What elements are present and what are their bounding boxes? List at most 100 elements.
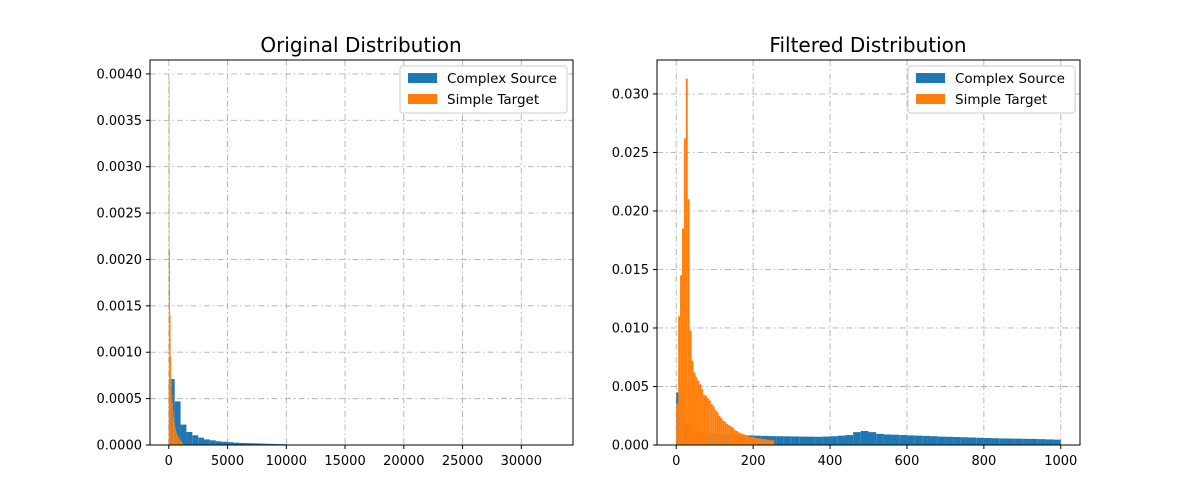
bar-simple-target [175,431,177,445]
bar-simple-target [712,406,715,445]
bar-simple-target [176,432,178,445]
y-tick-label: 0.020 [612,204,649,219]
y-tick-label: 0.010 [612,321,649,336]
bar-complex-source [174,401,181,445]
bar-complex-source [180,424,187,445]
bar-complex-source [976,437,984,445]
x-tick-label: 15000 [324,454,365,469]
bar-complex-source [239,442,246,445]
bar-simple-target [678,316,681,445]
grid-lines [150,60,573,445]
bar-simple-target [756,438,759,445]
y-tick-label: 0.0025 [97,207,143,222]
bar-complex-source [868,432,877,445]
axes-frame [149,59,574,446]
bar-simple-target [724,421,727,445]
x-tick-label: 400 [818,454,843,469]
bar-simple-target [728,425,731,445]
bar-simple-target [751,437,754,445]
bar-complex-source [837,435,846,445]
x-tick-label: 600 [895,454,920,469]
bar-simple-target [693,372,696,445]
y-tick-label: 0.030 [612,87,649,102]
bar-simple-target [768,439,771,445]
bar-simple-target [720,418,723,445]
bar-simple-target [706,398,709,445]
bar-simple-target [171,380,172,445]
legend-swatch-complex-source [408,73,437,83]
bar-complex-source [215,441,222,445]
bar-simple-target [180,440,182,445]
axis-ticks: 0 200 400 600 800 1000 0.000 0.005 0.010 0.015 0.0… [612,87,1078,469]
bar-complex-source [860,430,869,445]
y-tick-label: 0.025 [612,146,649,161]
x-tick-label: 5000 [211,454,244,469]
bar-complex-source [830,436,838,445]
bar-simple-target [172,410,174,445]
bar-simple-target [735,430,738,445]
bar-simple-target [687,199,690,445]
bar-complex-source [914,435,923,445]
bar-complex-source [945,436,954,445]
bar-simple-target [718,415,721,445]
bar-complex-source [791,436,800,445]
y-tick-label: 0.005 [612,380,649,395]
legend-swatch-complex-source [916,73,945,83]
y-tick-label: 0.000 [612,439,649,454]
bar-simple-target [745,435,748,445]
bar-complex-source [899,435,907,445]
bar-simple-target [699,384,702,445]
bar-complex-source [960,437,969,445]
bar-simple-target [722,420,725,445]
legend: Complex Source Simple Target [907,65,1076,114]
bar-complex-source [204,439,210,445]
bar-simple-target [701,388,704,445]
bar-simple-target [708,400,711,445]
bar-complex-source [714,433,723,445]
bar-complex-source [822,436,831,445]
bar-simple-target [177,434,178,445]
bar-complex-source [198,437,205,445]
bar-simple-target [714,409,717,445]
bar-simple-target [680,275,682,445]
histogram-bars [168,78,287,446]
bar-complex-source [983,437,992,445]
chart-title: Original Distribution [260,33,461,57]
bar-complex-source [776,436,784,445]
x-tick-label: 200 [741,454,766,469]
y-tick-label: 0.0020 [97,253,143,268]
chart-original: 0 5000 10000 15000 20000 25000 30000 0.0000 0.00… [97,33,574,469]
bar-simple-target [181,441,182,445]
bar-complex-source [883,434,892,445]
bar-simple-target [181,442,183,445]
bar-complex-source [799,436,807,445]
x-tick-label: 1000 [1044,454,1077,469]
chart-filtered: 0 200 400 600 800 1000 0.000 0.005 0.010 0.015 0.0… [612,33,1081,469]
y-tick-label: 0.015 [612,263,649,278]
bar-complex-source [192,435,199,445]
bar-simple-target [177,435,179,445]
bar-complex-source [221,441,228,445]
legend-label-simple-target: Simple Target [955,92,1047,108]
histogram-bars [676,78,1061,445]
x-tick-label: 0 [672,454,680,469]
bar-complex-source [853,432,861,445]
y-tick-label: 0.0030 [97,160,143,175]
bar-simple-target [169,315,171,445]
y-tick-label: 0.0035 [97,114,143,129]
bar-simple-target [170,356,172,445]
bar-simple-target [755,437,757,445]
bar-simple-target [762,439,765,445]
bar-simple-target [760,438,763,445]
bar-complex-source [906,435,915,445]
chart-title: Filtered Distribution [769,33,966,57]
bar-simple-target [697,380,700,445]
bar-simple-target [683,138,686,445]
bar-complex-source [814,436,823,445]
bar-simple-target [179,438,180,445]
bar-simple-target [169,250,170,445]
legend-swatch-simple-target [916,94,945,104]
bar-complex-source [1006,438,1015,445]
legend-label-complex-source: Complex Source [447,71,557,87]
bar-simple-target [173,417,175,445]
